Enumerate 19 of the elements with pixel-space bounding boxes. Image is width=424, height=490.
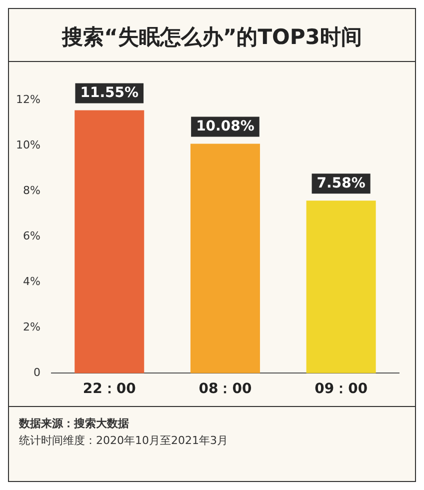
y-tick-label: 10%: [16, 138, 40, 152]
x-tick-label: 09：00: [314, 381, 368, 398]
y-tick-label: 12%: [16, 92, 40, 106]
data-label: 11.55%: [80, 84, 139, 101]
y-tick-label: 2%: [22, 320, 40, 334]
y-tick-label: 8%: [22, 184, 40, 197]
x-tick-label: 08：00: [198, 381, 252, 398]
source-note: 数据来源：搜索大数据: [19, 416, 130, 432]
data-label: 10.08%: [196, 118, 254, 134]
y-tick-label: 0: [33, 366, 40, 380]
bar: [190, 144, 260, 374]
x-tick-label: 22：00: [82, 381, 136, 398]
bar: [306, 200, 376, 374]
bar: [74, 110, 144, 374]
text: 统计时间维度：2020年10月至2021年3月: [19, 433, 229, 449]
data-label: 7.58%: [316, 175, 366, 192]
chart-title: 搜索“失眠怎么办”的TOP3时间: [9, 9, 415, 62]
y-tick-label: 4%: [22, 274, 40, 288]
y-tick-label: 6%: [22, 229, 40, 242]
